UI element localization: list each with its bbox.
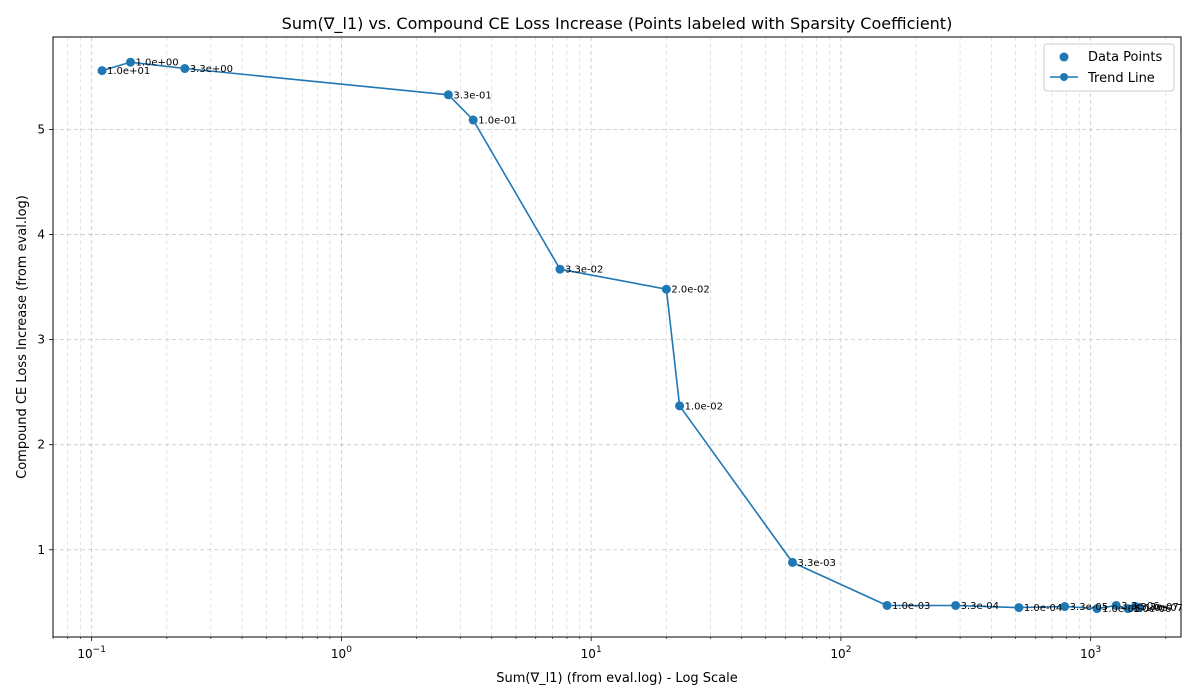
point-label: 1.0e+01 xyxy=(107,66,150,77)
chart-title: Sum(∇_l1) vs. Compound CE Loss Increase … xyxy=(282,14,953,34)
data-point xyxy=(443,90,453,100)
trend-line-path xyxy=(101,61,1140,610)
point-label: 1.0e-04 xyxy=(1024,603,1062,614)
axes: 1 2 3 4 5 10−1 100 101 102 103 xyxy=(37,122,1167,661)
point-label: 3.3e+00 xyxy=(190,64,233,75)
data-point xyxy=(661,284,671,294)
point-label: 1.0e-05 xyxy=(1102,604,1140,615)
x-tick-label: 101 xyxy=(581,645,602,661)
y-tick-label: 3 xyxy=(37,333,45,347)
plot-frame xyxy=(52,36,1182,638)
y-tick-label: 2 xyxy=(37,438,45,452)
point-labels: 1.0e+011.0e+00 3.3e+00 3.3e-01 1.0e-01 3.3e-… xyxy=(107,58,1183,615)
point-label: 1.0e-07 xyxy=(1145,603,1183,614)
point-label: 1.0e-02 xyxy=(685,401,723,412)
data-point xyxy=(125,57,135,67)
point-label: 3.3e-05 xyxy=(1070,602,1108,613)
data-point xyxy=(180,64,190,74)
legend: Data Points Trend Line xyxy=(1043,43,1175,92)
y-tick-label: 1 xyxy=(37,543,45,557)
point-label: 3.3e-04 xyxy=(961,601,999,612)
data-point xyxy=(1060,602,1070,612)
legend-marker-trend-line xyxy=(1060,73,1068,81)
data-point xyxy=(1092,604,1102,614)
y-axis-label: Compound CE Loss Increase (from eval.log… xyxy=(15,195,30,479)
point-label: 1.0e-06 xyxy=(1133,604,1171,615)
data-point xyxy=(97,66,107,76)
x-tick-label: 102 xyxy=(830,645,851,661)
legend-label-data-points: Data Points xyxy=(1088,50,1162,65)
y-tick-label: 5 xyxy=(37,122,45,136)
x-axis-label: Sum(∇_l1) (from eval.log) - Log Scale xyxy=(496,671,738,686)
point-label: 3.3e-02 xyxy=(565,265,603,276)
legend-label-trend-line: Trend Line xyxy=(1087,71,1155,86)
data-point xyxy=(555,264,565,274)
data-points xyxy=(97,57,1145,614)
legend-marker-data-points xyxy=(1059,52,1069,62)
x-tick-label: 103 xyxy=(1080,645,1101,661)
y-tick-label: 4 xyxy=(37,228,45,242)
point-label: 3.3e-01 xyxy=(453,90,491,101)
data-point xyxy=(788,557,798,567)
x-tick-label: 10−1 xyxy=(77,645,106,661)
point-label: 3.3e-07 xyxy=(1140,602,1178,613)
data-point xyxy=(1111,600,1121,610)
data-point xyxy=(951,600,961,610)
point-label: 3.3e-03 xyxy=(798,558,836,569)
data-point xyxy=(675,401,685,411)
data-point xyxy=(468,115,478,125)
data-point xyxy=(1014,603,1024,613)
point-label: 1.0e-03 xyxy=(892,601,930,612)
trend-line xyxy=(101,61,1140,610)
point-label: 3.3e-06 xyxy=(1121,601,1159,612)
data-point xyxy=(1123,604,1133,614)
point-label: 2.0e-02 xyxy=(671,285,709,296)
point-label: 1.0e+00 xyxy=(135,58,178,69)
legend-box xyxy=(1043,43,1175,92)
x-tick-label: 100 xyxy=(331,645,352,661)
grid xyxy=(52,37,1181,637)
data-point xyxy=(882,600,892,610)
point-label: 1.0e-01 xyxy=(478,116,516,127)
data-point xyxy=(1135,603,1145,613)
